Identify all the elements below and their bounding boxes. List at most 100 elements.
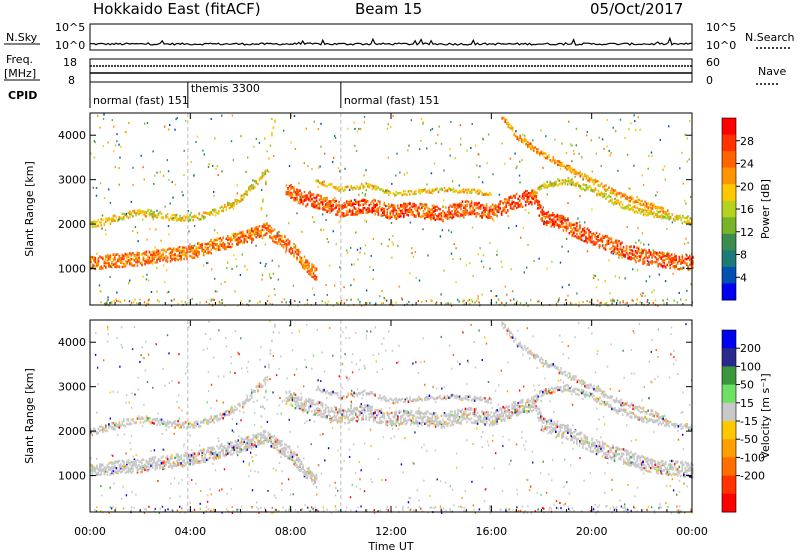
echo-cell	[111, 261, 113, 264]
echo-cell	[338, 189, 340, 192]
echo-cell	[617, 169, 619, 172]
echo-cell	[282, 244, 285, 248]
echo-cell	[574, 175, 576, 178]
echo-cell	[590, 139, 592, 142]
echo-cell	[99, 465, 101, 469]
echo-cell	[166, 213, 169, 216]
echo-cell	[519, 160, 521, 163]
echo-cell	[476, 189, 479, 193]
echo-cell	[600, 191, 603, 195]
echo-cell	[121, 460, 124, 463]
echo-cell	[178, 257, 181, 260]
echo-cell	[543, 210, 545, 213]
echo-cell	[558, 219, 560, 222]
echo-cell	[549, 217, 551, 220]
echo-cell	[552, 214, 554, 217]
echo-cell	[180, 300, 183, 303]
echo-cell	[347, 185, 349, 188]
echo-cell	[366, 207, 369, 210]
echo-cell	[410, 119, 412, 122]
echo-cell	[645, 214, 648, 217]
echo-cell	[675, 264, 678, 267]
echo-cell	[413, 214, 416, 217]
echo-cell	[512, 207, 515, 210]
echo-cell	[582, 175, 585, 179]
echo-cell	[350, 186, 352, 189]
echo-cell	[213, 447, 215, 451]
echo-cell	[302, 263, 304, 267]
echo-cell	[300, 260, 303, 263]
echo-cell	[240, 443, 243, 447]
echo-cell	[342, 206, 345, 210]
echo-cell	[635, 129, 637, 132]
echo-cell	[181, 216, 184, 220]
echo-cell	[308, 269, 310, 273]
echo-cell	[306, 267, 309, 270]
echo-cell	[154, 252, 157, 255]
echo-cell	[236, 238, 238, 241]
echo-cell	[500, 210, 503, 214]
echo-cell	[430, 208, 432, 211]
frequency-strip: Freq. [MHz] Nave 18 8 60 0	[4, 53, 786, 87]
echo-cell	[117, 259, 119, 263]
echo-cell	[515, 225, 518, 227]
echo-cell	[418, 213, 420, 216]
echo-cell	[516, 137, 518, 140]
echo-cell	[249, 237, 252, 240]
echo-cell	[612, 192, 614, 195]
echo-cell	[165, 463, 167, 466]
echo-cell	[127, 259, 130, 262]
echo-cell	[359, 303, 361, 305]
echo-cell	[524, 200, 527, 204]
echo-cell	[407, 209, 410, 212]
echo-cell	[107, 299, 109, 301]
echo-cell	[579, 226, 581, 229]
echo-cell	[91, 225, 94, 228]
echo-cell	[528, 195, 530, 198]
echo-cell	[394, 204, 396, 207]
echo-cell	[303, 263, 306, 266]
echo-cell	[368, 186, 370, 189]
echo-cell	[190, 460, 193, 464]
echo-cell	[657, 254, 659, 257]
echo-cell	[96, 252, 98, 255]
echo-cell	[330, 182, 333, 186]
echo-cell	[458, 189, 461, 193]
echo-cell	[154, 461, 157, 465]
echo-cell	[465, 264, 467, 267]
echo-cell	[176, 117, 178, 120]
echo-cell	[515, 130, 517, 133]
echo-cell	[327, 204, 330, 208]
echo-cell	[344, 205, 346, 208]
echo-cell	[612, 126, 614, 129]
echo-cell	[171, 181, 173, 183]
echo-cell	[608, 186, 610, 189]
echo-cell	[530, 145, 532, 148]
echo-cell	[424, 203, 427, 206]
echo-cell	[455, 189, 458, 192]
echo-cell	[555, 220, 557, 223]
echo-cell	[651, 256, 653, 259]
echo-cell	[261, 189, 263, 191]
echo-cell	[189, 459, 191, 462]
echo-cell	[466, 191, 468, 195]
echo-cell	[602, 195, 604, 198]
echo-cell	[573, 223, 575, 226]
echo-cell	[645, 253, 647, 256]
echo-cell	[138, 464, 140, 467]
echo-cell	[627, 206, 630, 209]
echo-cell	[347, 213, 349, 216]
echo-cell	[479, 247, 481, 250]
echo-cell	[553, 222, 556, 225]
echo-cell	[151, 464, 154, 468]
echo-cell	[266, 228, 268, 232]
echo-cell	[214, 451, 217, 454]
echo-cell	[338, 207, 340, 211]
echo-cell	[198, 246, 200, 249]
echo-cell	[442, 210, 444, 213]
echo-cell	[276, 233, 278, 236]
echo-cell	[440, 212, 443, 215]
echo-cell	[652, 260, 655, 264]
echo-cell	[509, 299, 512, 302]
echo-cell	[637, 116, 639, 119]
